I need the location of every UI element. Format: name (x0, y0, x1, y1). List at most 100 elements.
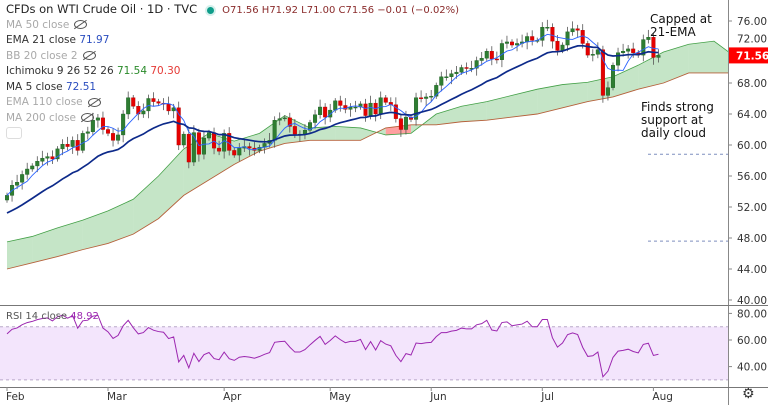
candle[interactable] (181, 133, 186, 146)
candle[interactable] (540, 27, 545, 41)
candle[interactable] (570, 28, 575, 33)
candle[interactable] (555, 40, 560, 51)
candle[interactable] (287, 117, 292, 127)
candle[interactable] (515, 43, 520, 46)
candle[interactable] (40, 157, 45, 162)
candle[interactable] (156, 101, 161, 104)
candle[interactable] (151, 98, 156, 102)
candle[interactable] (121, 113, 126, 136)
candle[interactable] (575, 28, 580, 31)
candle[interactable] (560, 44, 565, 51)
indicator-ema21[interactable]: EMA 21 close 71.97 (6, 34, 110, 46)
candle[interactable] (206, 132, 211, 139)
candle[interactable] (424, 96, 429, 99)
candle[interactable] (464, 67, 469, 69)
candle[interactable] (510, 41, 515, 46)
candle[interactable] (530, 36, 535, 41)
candle[interactable] (292, 126, 297, 135)
candle[interactable] (323, 106, 328, 118)
candle[interactable] (419, 97, 424, 99)
candle[interactable] (459, 67, 464, 73)
candle[interactable] (474, 60, 479, 69)
candle[interactable] (651, 37, 656, 58)
indicator-ma200[interactable]: MA 200 close (6, 111, 459, 127)
indicator-bb20[interactable]: BB 20 close 2 (6, 49, 459, 65)
candle[interactable] (90, 119, 95, 133)
hidden-eye-icon[interactable] (87, 97, 101, 107)
candle[interactable] (141, 110, 146, 115)
candle[interactable] (25, 168, 30, 175)
candle[interactable] (439, 76, 444, 86)
candle[interactable] (656, 55, 661, 58)
candle[interactable] (308, 122, 313, 131)
candle[interactable] (196, 132, 201, 155)
candle[interactable] (454, 71, 459, 74)
candle[interactable] (4, 195, 9, 201)
candle[interactable] (626, 48, 631, 52)
candle[interactable] (338, 100, 343, 106)
candle[interactable] (383, 97, 388, 103)
candle[interactable] (641, 39, 646, 56)
candle[interactable] (393, 104, 398, 119)
candle[interactable] (55, 148, 60, 160)
candle[interactable] (590, 54, 595, 56)
indicator-ichimoku[interactable]: Ichimoku 9 26 52 26 71.54 70.30 (6, 65, 181, 77)
candle[interactable] (105, 129, 110, 134)
candle[interactable] (328, 109, 333, 118)
candle[interactable] (525, 36, 530, 43)
candle[interactable] (65, 144, 70, 147)
candle[interactable] (414, 97, 419, 120)
candle[interactable] (646, 37, 651, 40)
candle[interactable] (146, 98, 151, 112)
candle[interactable] (313, 114, 318, 123)
candle[interactable] (444, 76, 449, 79)
candle[interactable] (176, 107, 181, 146)
candle[interactable] (111, 133, 116, 141)
candle[interactable] (489, 51, 494, 60)
candle[interactable] (550, 27, 555, 42)
candle[interactable] (479, 58, 484, 61)
candle[interactable] (616, 52, 621, 66)
candle[interactable] (95, 117, 100, 121)
chart-title[interactable]: CFDs on WTI Crude Oil · 1D · TVC (6, 2, 198, 16)
candle[interactable] (621, 51, 626, 53)
candle[interactable] (131, 97, 136, 107)
candle[interactable] (212, 132, 217, 149)
candle[interactable] (232, 150, 237, 156)
candle[interactable] (434, 85, 439, 97)
candle[interactable] (50, 156, 55, 160)
candle[interactable] (15, 181, 20, 186)
hidden-eye-icon[interactable] (82, 51, 96, 60)
candle[interactable] (545, 27, 550, 29)
candle[interactable] (429, 95, 434, 98)
candle[interactable] (201, 137, 206, 155)
candle[interactable] (403, 116, 408, 130)
candle[interactable] (126, 97, 131, 115)
candle[interactable] (116, 134, 121, 141)
candle[interactable] (30, 165, 35, 170)
indicator-ema110[interactable]: EMA 110 close (6, 95, 459, 111)
hidden-eye-icon[interactable] (81, 113, 95, 122)
candle[interactable] (363, 103, 368, 116)
candle[interactable] (20, 174, 25, 183)
gear-icon[interactable]: ⚙ (742, 386, 755, 402)
candle[interactable] (35, 161, 40, 167)
candle[interactable] (565, 31, 570, 46)
candle[interactable] (247, 146, 252, 149)
candle[interactable] (600, 49, 605, 96)
candle[interactable] (484, 51, 489, 59)
indicator-ma50[interactable]: MA 50 close (6, 18, 459, 34)
candle[interactable] (191, 132, 196, 163)
candle[interactable] (282, 117, 287, 120)
indicator-ma5[interactable]: MA 5 close 72.51 (6, 80, 97, 93)
collapse-legend-button[interactable] (6, 127, 22, 139)
candle[interactable] (585, 43, 590, 56)
rsi-legend[interactable]: RSI 14 close 48.92 (6, 311, 99, 322)
candle[interactable] (217, 147, 222, 152)
candle[interactable] (499, 43, 504, 60)
candle[interactable] (605, 87, 610, 96)
candle[interactable] (60, 144, 65, 150)
candle[interactable] (237, 147, 242, 156)
candle[interactable] (186, 133, 191, 163)
